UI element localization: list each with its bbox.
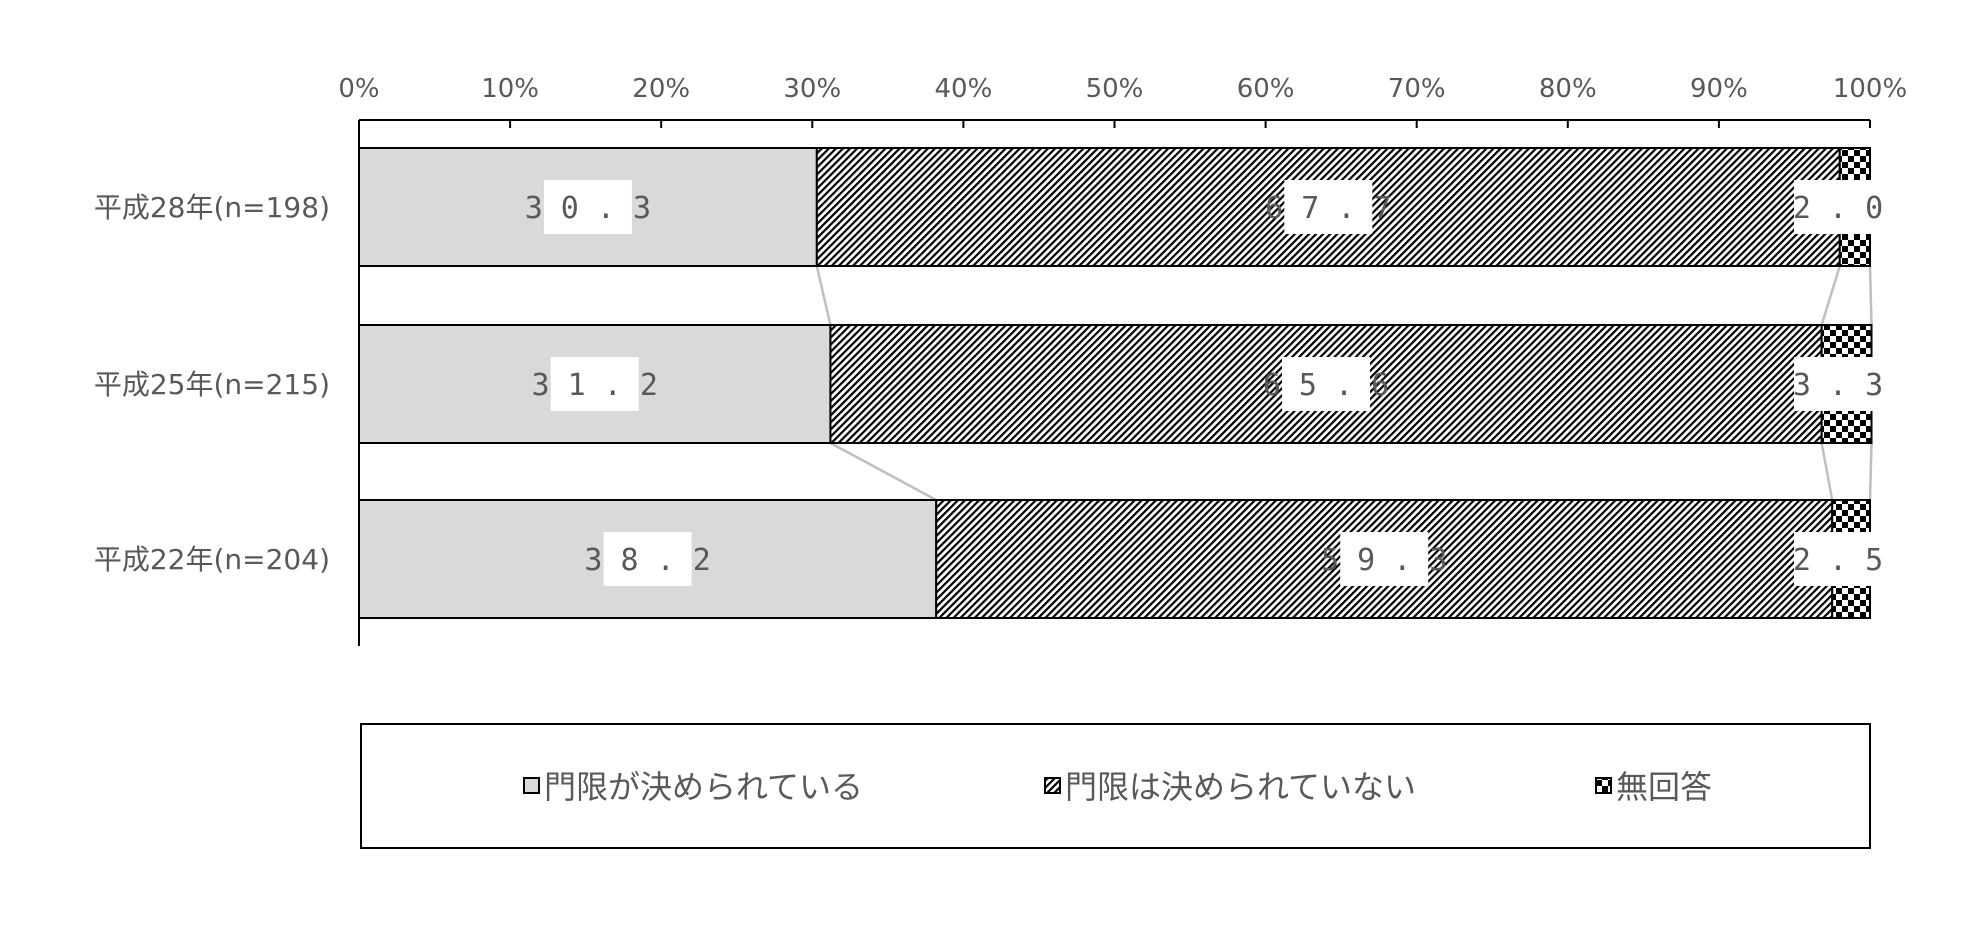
x-tick-label: 40% — [935, 74, 993, 104]
category-label: 平成25年(n=215) — [94, 368, 330, 401]
x-tick-label: 20% — [632, 74, 690, 104]
x-axis: 0% 10% 20% 30% 40% 50% 60% 70% 80% 90% 100% 平成28年(n… — [94, 74, 1907, 646]
data-label-box — [1284, 180, 1373, 234]
x-tick-label: 60% — [1237, 74, 1295, 104]
data-label: 6 5 . 6 — [1263, 368, 1389, 403]
legend-label: 門限は決められていない — [1065, 768, 1416, 806]
x-tick-label: 90% — [1690, 74, 1748, 104]
data-label-box — [1794, 357, 1882, 411]
legend-label: 無回答 — [1616, 768, 1712, 806]
data-label: 3 0 . 3 — [525, 191, 651, 226]
x-tick-label: 10% — [481, 74, 539, 104]
data-label-box — [1794, 532, 1882, 586]
legend: 門限が決められている 門限は決められていない 無回答 — [360, 723, 1871, 849]
data-label: 3 . 3 — [1793, 368, 1883, 403]
legend-label: 門限が決められている — [544, 768, 863, 806]
data-label: 6 7 . 7 — [1265, 191, 1391, 226]
x-tick-label: 50% — [1086, 74, 1144, 104]
data-label-box — [1340, 532, 1429, 586]
data-label: 3 1 . 2 — [531, 368, 657, 403]
bar-segment — [358, 147, 818, 267]
data-label: 3 8 . 2 — [584, 543, 710, 578]
category-label: 平成28年(n=198) — [94, 191, 330, 224]
series-lines — [815, 265, 1873, 502]
x-tick-label: 80% — [1539, 74, 1597, 104]
labels: 3 0 . 3 6 7 . 7 2 . 0 3 1 . 2 6 5 . 6 3 . 3 3 … — [525, 180, 1883, 586]
data-label-box — [543, 180, 632, 234]
data-label-box — [550, 357, 639, 411]
x-tick-label: 70% — [1388, 74, 1446, 104]
data-label-box — [1282, 357, 1371, 411]
data-label: 5 9 . 3 — [1321, 543, 1447, 578]
series-line — [1820, 442, 1834, 501]
series-line — [815, 265, 832, 326]
category-label: 平成22年(n=204) — [94, 543, 330, 576]
series-line — [1868, 265, 1873, 326]
data-label-box — [603, 532, 692, 586]
legend-swatch — [1595, 777, 1612, 794]
legend-swatch — [1044, 777, 1061, 794]
legend-box — [360, 723, 1871, 849]
series-line — [829, 441, 937, 502]
data-label: 2 . 5 — [1793, 543, 1883, 578]
x-tick-label: 100% — [1833, 74, 1907, 104]
series-line — [1820, 265, 1841, 326]
x-tick-label: 30% — [783, 74, 841, 104]
legend-swatch — [523, 777, 540, 794]
series-line — [1868, 442, 1873, 501]
data-label-box — [1794, 180, 1882, 234]
x-tick-label: 0% — [338, 74, 379, 104]
data-label: 2 . 0 — [1793, 191, 1883, 226]
